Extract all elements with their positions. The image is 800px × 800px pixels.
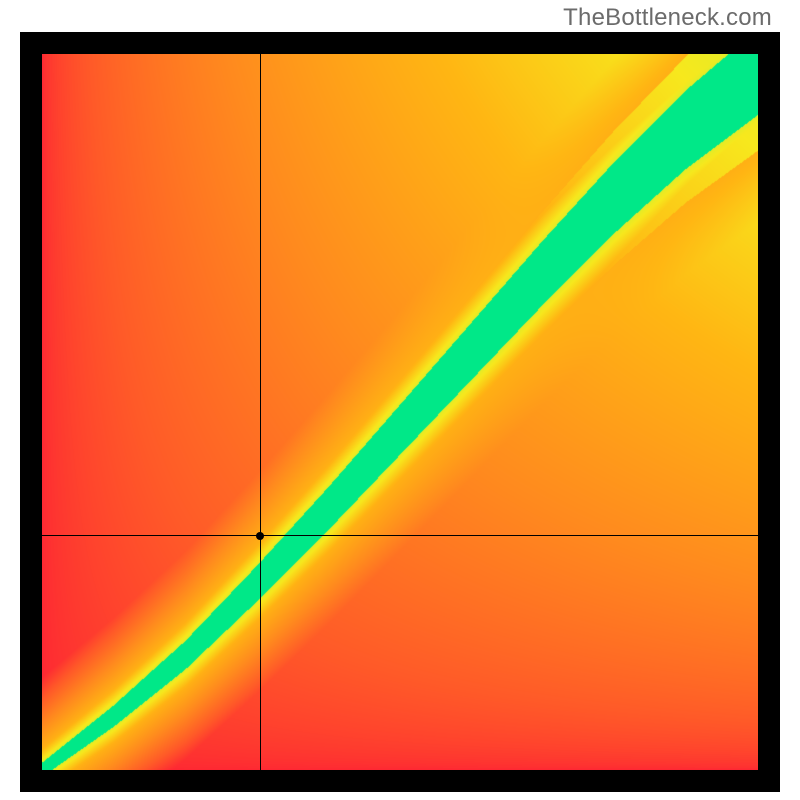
chart-frame <box>20 32 780 792</box>
bottleneck-heatmap <box>42 54 758 770</box>
crosshair-horizontal <box>42 535 758 536</box>
watermark: TheBottleneck.com <box>563 4 772 32</box>
crosshair-marker <box>256 532 264 540</box>
crosshair-vertical <box>260 54 261 770</box>
